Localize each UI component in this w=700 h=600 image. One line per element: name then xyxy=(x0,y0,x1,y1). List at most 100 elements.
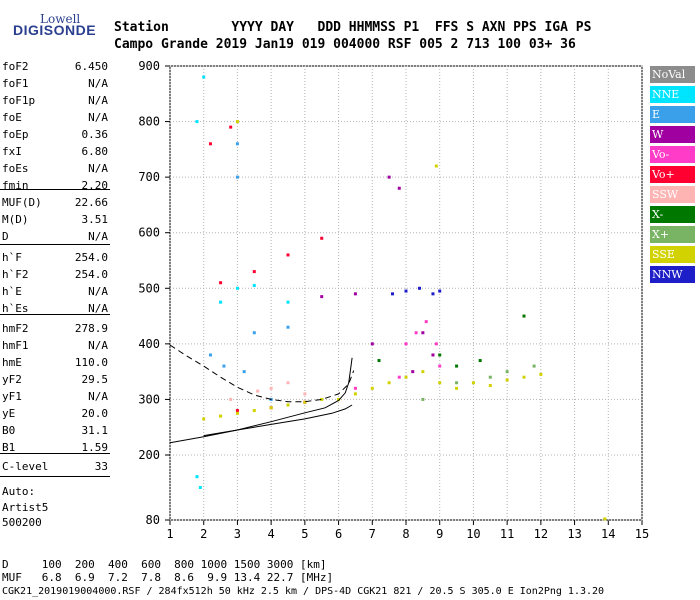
auto-label: Auto: xyxy=(2,485,36,498)
param-b0: B0 31.1 xyxy=(2,423,108,438)
x-tick-label: 14 xyxy=(601,527,615,541)
param-key: C-level xyxy=(2,460,49,473)
data-point-nne xyxy=(198,486,202,489)
plot-frame xyxy=(169,65,643,521)
data-point-w xyxy=(320,295,324,299)
param-key: yE xyxy=(2,407,16,420)
param-key: h`E xyxy=(2,285,22,298)
x-tick-label: 8 xyxy=(402,527,409,541)
data-point-ssw xyxy=(256,389,260,393)
legend-item-w: W xyxy=(650,126,695,143)
param-d: D N/A xyxy=(2,229,108,244)
data-point-nnw xyxy=(431,292,435,296)
param-value: 110.0 xyxy=(74,356,108,369)
data-point-sse xyxy=(269,406,273,410)
param-yf1: yF1 N/A xyxy=(2,389,108,404)
data-point-nnw xyxy=(391,292,395,296)
data-point-nne xyxy=(286,300,290,304)
param-hf2: h`F2 254.0 xyxy=(2,267,108,282)
data-point-sse xyxy=(219,414,223,418)
param-value: 29.5 xyxy=(81,373,109,386)
param-b1: B1 1.59 xyxy=(2,440,108,455)
data-point-x xyxy=(455,381,459,385)
param-value: 1.59 xyxy=(81,441,109,454)
data-point-nne xyxy=(252,284,256,288)
param-value: 254.0 xyxy=(74,251,108,264)
data-point-ssw xyxy=(303,392,307,396)
auto-code: 500200 xyxy=(2,516,42,529)
param-mufd: MUF(D) 22.66 xyxy=(2,195,108,210)
param-value: N/A xyxy=(88,390,108,403)
data-point-x xyxy=(505,370,509,374)
param-value: 6.80 xyxy=(81,145,109,158)
data-point-sse xyxy=(471,381,475,385)
data-point-sse xyxy=(404,375,408,379)
param-key: MUF(D) xyxy=(2,196,42,209)
data-point-x xyxy=(438,353,442,357)
x-tick-label: 13 xyxy=(567,527,581,541)
header-row-1: Station YYYY DAY DDD HHMMSS P1 FFS S AXN… xyxy=(114,20,592,35)
data-point-e xyxy=(208,353,212,357)
data-point-sse xyxy=(252,409,256,413)
data-point-e xyxy=(235,142,239,146)
param-key: foF2 xyxy=(2,60,29,73)
param-key: foF1p xyxy=(2,94,36,107)
data-point-nne xyxy=(219,300,223,304)
legend-item-x: X+ xyxy=(650,226,695,243)
data-point-nne xyxy=(202,75,206,79)
param-key: foF1 xyxy=(2,77,29,90)
data-point-ssw xyxy=(229,397,233,401)
data-point-x xyxy=(522,314,526,318)
param-key: h`Es xyxy=(2,302,29,315)
param-key: M(D) xyxy=(2,213,29,226)
param-separator xyxy=(0,453,110,454)
param-value: 6.450 xyxy=(74,60,108,73)
legend-item-sse: SSE xyxy=(650,246,695,263)
legend-item-vo: Vo- xyxy=(650,146,695,163)
data-point-sse xyxy=(337,397,341,401)
x-tick-label: 15 xyxy=(635,527,649,541)
logo-bottom: DIGISONDE xyxy=(13,22,97,38)
data-point-w xyxy=(431,353,435,357)
data-point-x xyxy=(532,364,536,368)
data-point-sse xyxy=(455,386,459,390)
y-tick-label: 400 xyxy=(138,337,160,351)
data-point-w xyxy=(387,175,391,179)
param-key: foEs xyxy=(2,162,29,175)
data-point-vo xyxy=(414,331,418,335)
param-fxi: fxI 6.80 xyxy=(2,144,108,159)
data-point-sse xyxy=(438,381,442,385)
data-point-sse xyxy=(421,370,425,374)
data-point-e xyxy=(242,370,246,374)
legend-item-nnw: NNW xyxy=(650,266,695,283)
y-tick-label: 300 xyxy=(138,392,160,406)
profile-dashed-curve xyxy=(169,344,355,403)
data-point-vo xyxy=(424,320,428,324)
data-point-vo xyxy=(252,270,256,274)
param-key: hmF2 xyxy=(2,322,29,335)
data-point-vo xyxy=(320,236,324,240)
data-point-ssw xyxy=(269,386,273,390)
param-hes: h`Es N/A xyxy=(2,301,108,316)
param-key: yF2 xyxy=(2,373,22,386)
param-value: 22.66 xyxy=(74,196,108,209)
param-md: M(D) 3.51 xyxy=(2,212,108,227)
param-key: hmF1 xyxy=(2,339,29,352)
logo-top: Lowell xyxy=(40,12,81,26)
data-point-sse xyxy=(522,375,526,379)
param-key: fxI xyxy=(2,145,22,158)
x-tick-label: 6 xyxy=(335,527,342,541)
param-key: fmin xyxy=(2,179,29,192)
x-tick-label: 5 xyxy=(301,527,308,541)
data-point-sse xyxy=(488,384,492,388)
data-point-sse xyxy=(505,378,509,382)
param-ye: yE 20.0 xyxy=(2,406,108,421)
data-point-vo xyxy=(229,125,233,129)
param-fof1: foF1 N/A xyxy=(2,76,108,91)
param-value: N/A xyxy=(88,230,108,243)
param-value: N/A xyxy=(88,162,108,175)
data-point-sse xyxy=(370,386,374,390)
legend-item-noval: NoVal xyxy=(650,66,695,83)
data-point-sse xyxy=(303,400,307,404)
legend-item-nne: NNE xyxy=(650,86,695,103)
